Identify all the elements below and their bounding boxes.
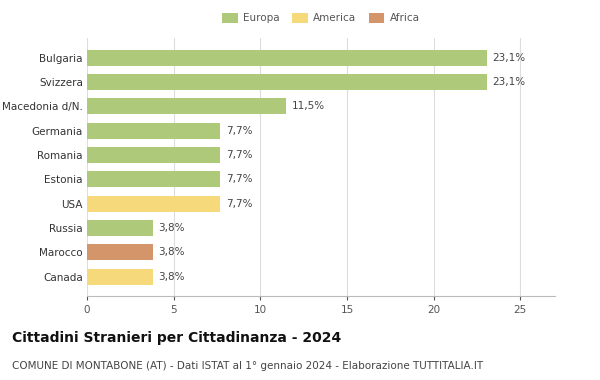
Text: 3,8%: 3,8% — [158, 272, 185, 282]
Text: 23,1%: 23,1% — [493, 53, 526, 63]
Text: 3,8%: 3,8% — [158, 247, 185, 257]
Text: Cittadini Stranieri per Cittadinanza - 2024: Cittadini Stranieri per Cittadinanza - 2… — [12, 331, 341, 345]
Text: 11,5%: 11,5% — [292, 101, 325, 111]
Text: 3,8%: 3,8% — [158, 223, 185, 233]
Bar — [87, 98, 286, 114]
Text: COMUNE DI MONTABONE (AT) - Dati ISTAT al 1° gennaio 2024 - Elaborazione TUTTITAL: COMUNE DI MONTABONE (AT) - Dati ISTAT al… — [12, 361, 483, 371]
Text: 7,7%: 7,7% — [226, 126, 252, 136]
Text: 7,7%: 7,7% — [226, 199, 252, 209]
Bar — [87, 171, 220, 187]
Text: 7,7%: 7,7% — [226, 150, 252, 160]
Bar — [87, 147, 220, 163]
Bar — [87, 50, 487, 66]
Bar — [87, 220, 153, 236]
Bar — [87, 74, 487, 90]
Bar — [87, 196, 220, 212]
Text: 7,7%: 7,7% — [226, 174, 252, 184]
Bar — [87, 244, 153, 260]
Bar — [87, 269, 153, 285]
Legend: Europa, America, Africa: Europa, America, Africa — [218, 8, 424, 28]
Bar — [87, 123, 220, 139]
Text: 23,1%: 23,1% — [493, 77, 526, 87]
